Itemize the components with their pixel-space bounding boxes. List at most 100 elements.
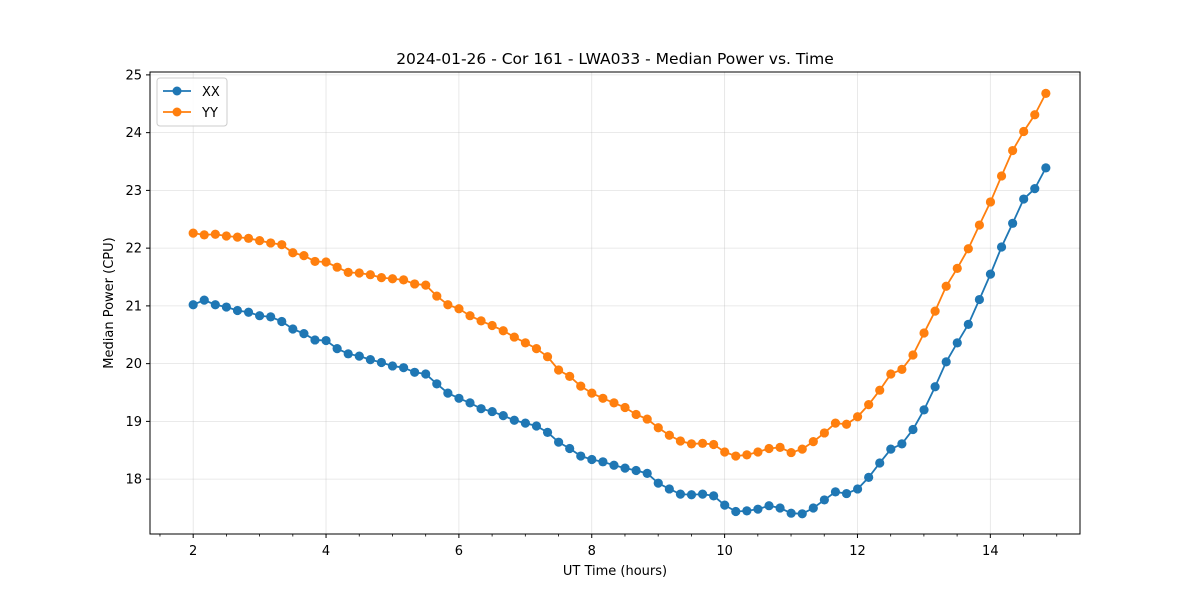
data-point-xx <box>631 465 641 476</box>
x-tick-label: 14 <box>982 544 999 559</box>
data-point-yy <box>288 248 298 258</box>
data-point-yy <box>432 291 442 301</box>
data-point-xx <box>720 500 730 510</box>
data-point-yy <box>565 371 575 381</box>
data-point-xx <box>620 463 630 473</box>
data-point-yy <box>277 240 287 250</box>
data-point-xx <box>310 335 320 345</box>
data-point-xx <box>797 509 807 519</box>
data-point-yy <box>742 450 752 460</box>
data-point-yy <box>853 412 863 422</box>
y-tick-label: 19 <box>125 415 142 430</box>
data-point-xx <box>210 300 220 310</box>
data-point-xx <box>742 506 752 516</box>
x-axis-label: UT Time (hours) <box>563 564 667 579</box>
chart-title: 2024-01-26 - Cor 161 - LWA033 - Median P… <box>396 50 834 68</box>
data-point-xx <box>919 405 929 415</box>
data-point-yy <box>731 451 741 461</box>
data-point-yy <box>941 281 951 291</box>
data-point-yy <box>365 270 375 280</box>
legend-label-xx: XX <box>202 85 220 100</box>
data-point-xx <box>520 418 530 428</box>
data-point-yy <box>1030 110 1040 120</box>
data-point-yy <box>819 428 829 438</box>
data-point-yy <box>808 437 818 447</box>
data-point-xx <box>808 503 818 513</box>
data-point-yy <box>631 409 641 420</box>
data-point-xx <box>731 506 741 517</box>
data-point-yy <box>542 352 553 362</box>
data-point-yy <box>642 414 652 424</box>
data-point-xx <box>819 495 829 505</box>
data-point-xx <box>908 424 918 435</box>
data-point-yy <box>620 402 630 413</box>
data-point-yy <box>487 320 497 331</box>
data-point-yy <box>332 262 342 272</box>
data-point-xx <box>697 489 708 499</box>
y-tick-label: 18 <box>125 473 142 488</box>
data-point-yy <box>421 280 431 290</box>
data-point-xx <box>985 269 996 279</box>
data-point-yy <box>1041 88 1051 98</box>
data-point-xx <box>255 311 265 321</box>
data-point-yy <box>797 444 807 454</box>
data-point-xx <box>387 361 398 371</box>
data-point-xx <box>642 468 652 478</box>
y-tick-label: 24 <box>125 126 142 141</box>
plot-frame <box>149 71 1081 535</box>
data-point-xx <box>897 439 907 449</box>
x-tick-label: 4 <box>322 544 330 559</box>
data-point-xx <box>243 307 254 317</box>
data-point-yy <box>531 344 542 354</box>
data-point-yy <box>697 438 708 448</box>
y-tick-label: 25 <box>125 68 142 83</box>
data-point-yy <box>864 400 874 410</box>
data-point-yy <box>354 268 364 278</box>
data-point-xx <box>675 489 686 499</box>
data-point-yy <box>376 272 387 283</box>
data-point-yy <box>199 230 209 240</box>
legend: XX YY <box>156 77 228 127</box>
data-point-xx <box>952 338 962 348</box>
y-tick-label: 22 <box>125 242 142 257</box>
data-point-xx <box>576 451 586 461</box>
data-point-xx <box>332 344 342 354</box>
data-point-yy <box>321 257 331 267</box>
data-point-xx <box>963 319 973 329</box>
data-point-xx <box>542 427 553 437</box>
data-point-yy <box>974 220 985 230</box>
data-point-xx <box>498 411 508 421</box>
data-point-xx <box>609 460 619 470</box>
data-point-yy <box>985 197 996 207</box>
data-point-yy <box>686 439 697 449</box>
data-point-xx <box>354 351 364 361</box>
x-tick-label: 12 <box>849 544 866 559</box>
data-point-yy <box>952 263 962 273</box>
data-point-xx <box>1041 163 1051 173</box>
data-point-xx <box>664 484 674 494</box>
data-point-yy <box>255 236 265 246</box>
data-point-xx <box>321 335 331 346</box>
data-point-xx <box>830 487 841 497</box>
data-point-yy <box>443 300 453 310</box>
data-point-xx <box>232 305 243 316</box>
data-point-yy <box>188 228 198 238</box>
data-point-xx <box>299 329 309 339</box>
y-tick-label: 20 <box>125 357 142 372</box>
data-point-yy <box>576 381 586 391</box>
grid <box>150 72 1080 534</box>
data-point-yy <box>1019 126 1029 137</box>
legend-marker-yy <box>172 107 182 117</box>
data-point-yy <box>410 279 420 289</box>
data-point-yy <box>509 332 519 342</box>
data-point-xx <box>775 503 785 513</box>
data-point-yy <box>343 267 353 277</box>
data-point-xx <box>974 294 985 305</box>
data-point-yy <box>720 447 730 457</box>
data-point-yy <box>709 439 719 450</box>
data-point-xx <box>376 357 387 368</box>
data-point-yy <box>775 442 785 452</box>
data-point-xx <box>930 382 940 392</box>
data-point-yy <box>886 369 896 379</box>
